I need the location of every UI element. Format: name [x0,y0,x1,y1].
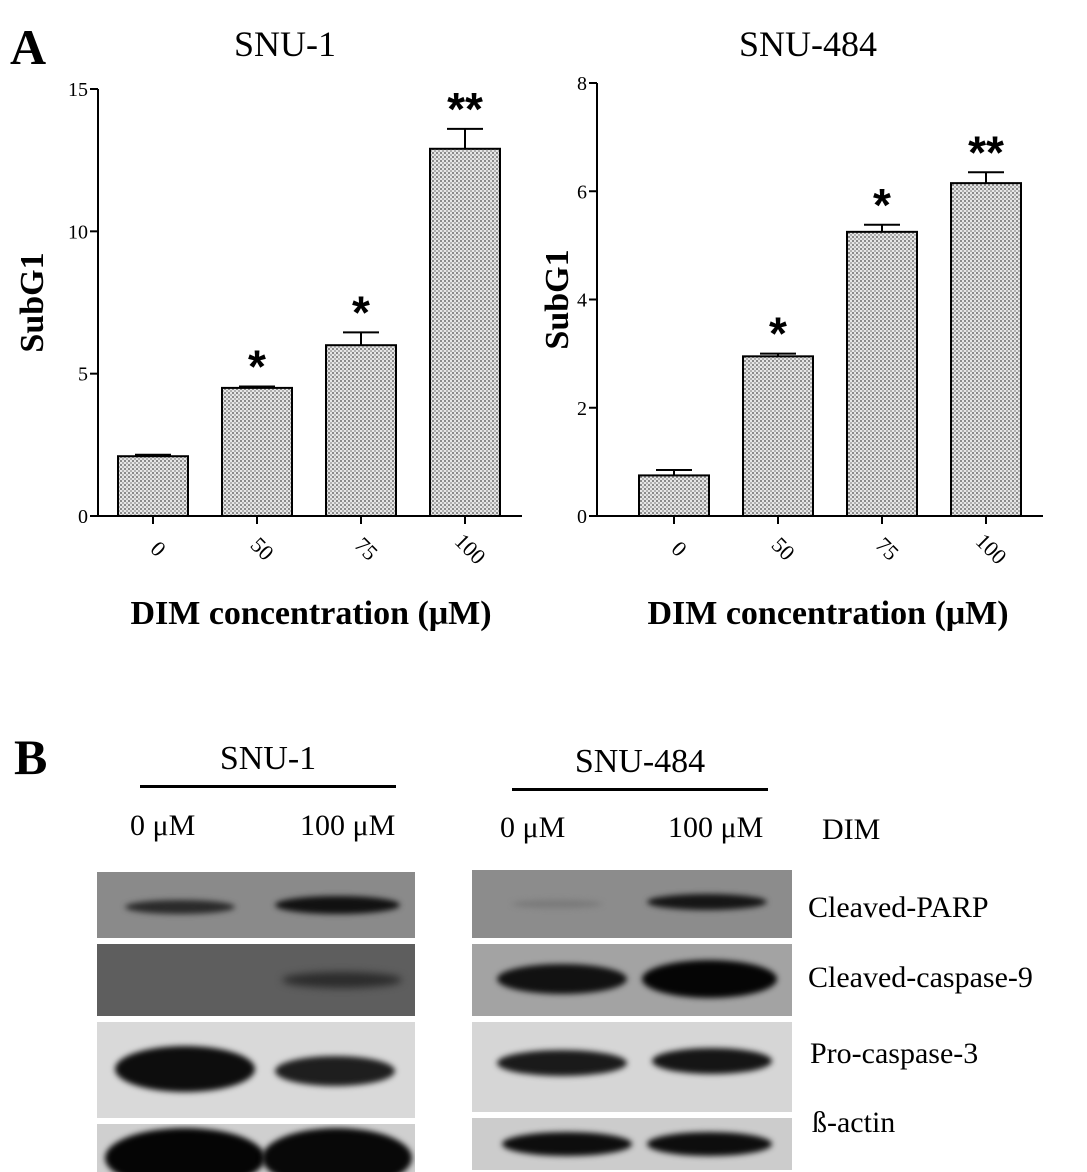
chart-title: SNU-1 [234,24,336,64]
bar [222,388,292,516]
x-tick-label: 100 [450,528,491,569]
bar [430,149,500,516]
wb-underline-snu484 [512,788,768,791]
bar [847,232,917,516]
band [512,900,602,908]
band [125,900,235,914]
y-tick-label: 8 [577,73,587,95]
y-axis-label: SubG1 [14,252,51,352]
band [262,1128,412,1172]
wb-row-label-pro-caspase3: Pro-caspase-3 [810,1039,978,1069]
bar [326,345,396,516]
band [115,1046,255,1092]
wb-header-snu1: SNU-1 [140,742,396,776]
panel-label-b: B [14,732,47,782]
blot-snu484-cleaved-parp [472,870,792,938]
x-axis-label: DIM concentration (μM) [647,595,1008,632]
y-axis-label: SubG1 [539,249,576,349]
blot-snu484-cleaved-caspase9 [472,944,792,1016]
bar [951,183,1021,516]
band [282,972,402,988]
significance-marker: * [352,286,370,338]
x-tick-label: 75 [350,532,383,565]
chart-snu484: SNU-484 SubG1 0 2 4 6 8 0 50 * 75 * 100 ** DIM concent… [539,24,1043,632]
x-tick-label: 50 [767,532,800,565]
band [502,1132,632,1156]
significance-marker: * [873,179,891,231]
blot-snu484-pro-caspase3 [472,1022,792,1112]
x-tick-label: 100 [971,528,1012,569]
wb-lane-snu1-0: 0 μM [130,811,195,841]
chart-title: SNU-484 [739,24,877,64]
chart-snu1: SNU-1 SubG1 0 5 10 15 0 50 * 75 * 100 ** DIM concentr… [14,24,522,632]
y-tick-label: 4 [577,290,587,312]
band [647,894,767,910]
significance-marker: ** [447,83,483,135]
y-tick-label: 15 [68,79,88,101]
blot-snu1-cleaved-parp [97,872,415,938]
wb-underline-snu1 [140,785,396,788]
significance-marker: * [248,340,266,392]
x-tick-label: 0 [146,536,171,561]
band [642,960,777,998]
bar [118,456,188,516]
y-tick-label: 10 [68,221,88,243]
significance-marker: * [769,308,787,360]
wb-lane-snu484-100: 100 μM [668,813,763,843]
wb-lane-snu1-100: 100 μM [300,811,395,841]
y-tick-label: 2 [577,398,587,420]
blot-snu1-beta-actin [97,1124,415,1172]
wb-row-label-cleaved-caspase9: Cleaved-caspase-9 [808,963,1033,993]
wb-row-label-cleaved-parp: Cleaved-PARP [808,893,989,923]
blot-snu1-pro-caspase3 [97,1022,415,1118]
y-tick-label: 0 [577,506,587,528]
y-tick-label: 5 [78,364,88,386]
band [647,1132,772,1156]
wb-row-label-beta-actin: ß-actin [812,1108,895,1138]
x-tick-label: 50 [246,532,279,565]
wb-treatment-label: DIM [822,815,880,845]
band [275,896,400,914]
blot-snu484-beta-actin [472,1118,792,1170]
x-tick-label: 75 [871,532,904,565]
x-tick-label: 0 [667,536,692,561]
bar [639,475,709,516]
band [275,1056,395,1086]
band [497,1050,627,1076]
wb-header-snu484: SNU-484 [512,745,768,779]
x-axis-label: DIM concentration (μM) [130,595,491,632]
significance-marker: ** [968,126,1004,178]
band [105,1128,265,1172]
blot-snu1-cleaved-caspase9 [97,944,415,1016]
wb-lane-snu484-0: 0 μM [500,813,565,843]
band [497,964,627,994]
band [652,1048,772,1074]
y-tick-label: 6 [577,181,587,203]
bar [743,356,813,516]
y-tick-label: 0 [78,506,88,528]
